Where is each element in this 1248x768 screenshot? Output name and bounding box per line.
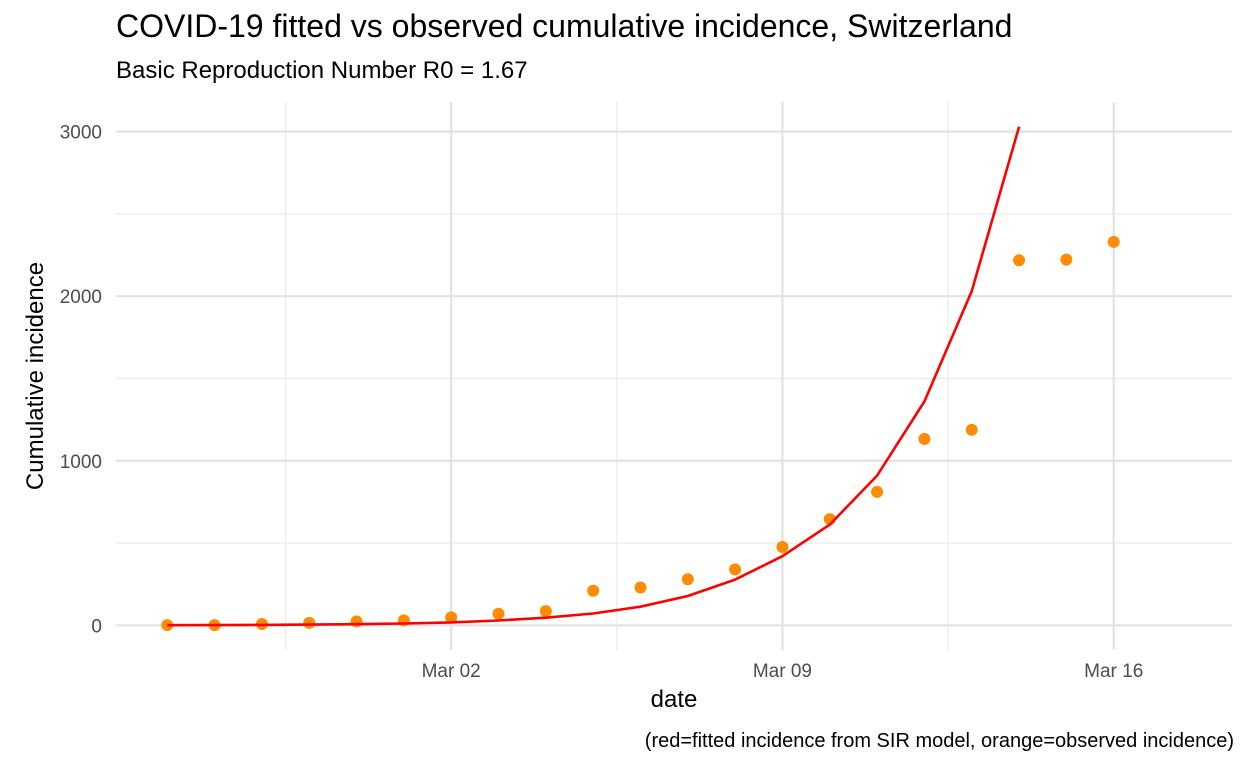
observed-incidence-point bbox=[681, 573, 694, 586]
observed-incidence-point bbox=[350, 615, 363, 628]
chart-subtitle: Basic Reproduction Number R0 = 1.67 bbox=[116, 57, 528, 84]
observed-incidence-point bbox=[492, 607, 505, 620]
observed-incidence-point bbox=[965, 423, 978, 436]
observed-incidence-point bbox=[539, 605, 552, 618]
x-axis-label: date bbox=[650, 686, 698, 713]
x-tick-label: Mar 16 bbox=[1084, 661, 1143, 682]
observed-incidence-point bbox=[1060, 253, 1073, 266]
fitted-incidence-line bbox=[167, 126, 1021, 627]
observed-incidence-point bbox=[634, 581, 647, 594]
y-tick-label: 3000 bbox=[60, 123, 102, 144]
observed-incidence-point bbox=[871, 485, 884, 498]
observed-incidence-point bbox=[161, 619, 174, 632]
x-tick-label: Mar 02 bbox=[422, 661, 481, 682]
y-tick-label: 0 bbox=[91, 616, 102, 637]
observed-incidence-point bbox=[587, 584, 600, 597]
observed-incidence-point bbox=[445, 611, 458, 624]
y-tick-label: 2000 bbox=[60, 287, 102, 308]
chart-caption: (red=fitted incidence from SIR model, or… bbox=[644, 730, 1234, 752]
observed-incidence-point bbox=[1107, 235, 1120, 248]
observed-incidence-point bbox=[729, 563, 742, 576]
observed-incidence-point bbox=[1013, 254, 1026, 267]
observed-incidence-point bbox=[776, 540, 789, 553]
chart-title: COVID-19 fitted vs observed cumulative i… bbox=[116, 8, 1013, 44]
observed-incidence-point bbox=[918, 432, 931, 445]
y-tick-label: 1000 bbox=[60, 452, 102, 473]
x-tick-label: Mar 09 bbox=[753, 661, 812, 682]
observed-incidence-point bbox=[303, 616, 316, 629]
